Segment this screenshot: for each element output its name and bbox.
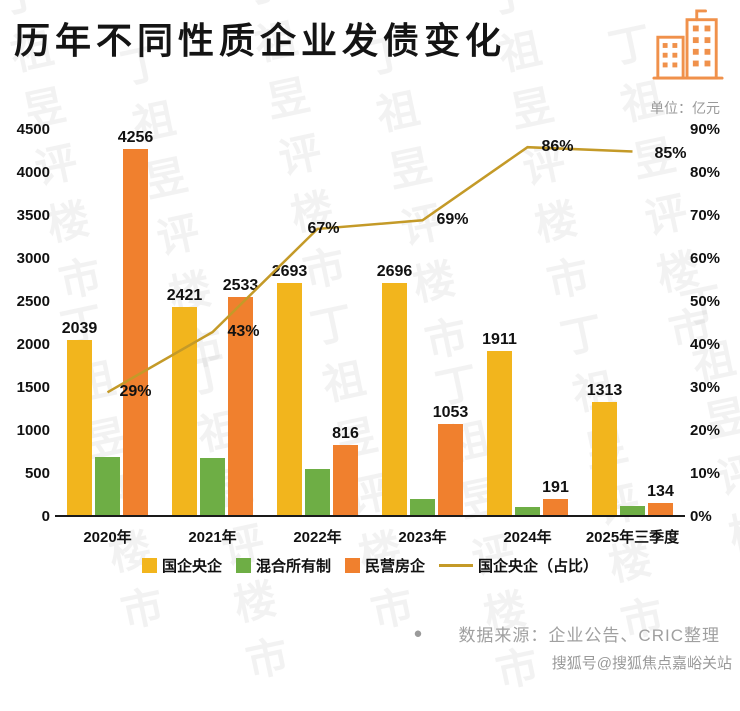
y-axis-left-tick: 0 [41, 508, 50, 525]
y-axis-left-tick: 3000 [16, 250, 50, 267]
y-axis-left-tick: 3500 [16, 207, 50, 224]
y-axis-left-tick: 2000 [16, 336, 50, 353]
x-axis-label: 2021年 [188, 529, 237, 546]
y-axis-right-tick: 40% [690, 336, 721, 353]
y-axis-right-tick: 30% [690, 379, 721, 396]
x-axis-label: 2024年 [503, 529, 552, 546]
bar-value-label: 2039 [61, 319, 98, 337]
bar-value-label: 1313 [586, 382, 623, 400]
bar-国企央企-2020年 [67, 339, 92, 515]
x-axis-label: 2020年 [83, 529, 132, 546]
bar-混合所有制-2025年三季度 [620, 505, 645, 515]
legend-swatch [141, 558, 157, 573]
y-axis-right-tick: 80% [690, 164, 721, 181]
y-axis-right-tick: 70% [690, 207, 721, 224]
bar-value-label: 1053 [432, 404, 469, 422]
y-axis-left-tick: 1500 [16, 379, 50, 396]
ratio-value-label: 29% [119, 383, 152, 401]
y-axis-right-tick: 50% [690, 293, 721, 310]
bar-混合所有制-2022年 [305, 469, 330, 515]
page-title: 历年不同性质企业发债变化 [14, 20, 507, 61]
y-axis-right-tick: 60% [690, 250, 721, 267]
y-axis-left-tick: 1000 [16, 422, 50, 439]
bar-民营房企-2023年 [438, 424, 463, 515]
sohu-watermark: 搜狐号@搜狐焦点嘉峪关站 [551, 655, 732, 672]
bar-民营房企-2022年 [333, 444, 358, 515]
bar-国企央企-2021年 [172, 306, 197, 515]
y-axis-left-tick: 500 [24, 465, 50, 482]
bar-value-label: 2693 [271, 263, 308, 281]
ratio-value-label: 86% [541, 138, 574, 156]
bar-混合所有制-2024年 [515, 506, 540, 515]
x-axis-label: 2023年 [398, 529, 447, 546]
bar-国企央企-2022年 [277, 283, 302, 515]
bar-国企央企-2023年 [382, 283, 407, 515]
ratio-line [106, 145, 633, 394]
bar-value-label: 2421 [166, 286, 203, 304]
legend-label: 民营房企 [365, 558, 426, 575]
legend-swatch [345, 558, 360, 573]
data-source: ● 数据来源：企业公告、CRIC整理 [413, 621, 720, 646]
ratio-value-label: 67% [307, 219, 340, 237]
bar-民营房企-2025年三季度 [648, 503, 673, 515]
bar-混合所有制-2021年 [200, 458, 225, 515]
ratio-value-label: 85% [654, 144, 687, 162]
bar-国企央企-2024年 [487, 350, 512, 515]
bar-value-label: 191 [542, 478, 569, 496]
bar-国企央企-2025年三季度 [592, 402, 617, 515]
unit-label: 单位：亿元 [650, 100, 720, 116]
legend-label: 国企央企 [161, 558, 222, 575]
bar-value-label: 2533 [222, 277, 259, 295]
ratio-value-label: 43% [227, 323, 260, 341]
y-axis-right-tick: 0% [690, 508, 712, 525]
bar-value-label: 2696 [376, 263, 413, 281]
bullet-icon: ● [413, 625, 423, 642]
legend-item-民营房企: 民营房企 [345, 555, 425, 576]
bar-value-label: 134 [647, 483, 674, 501]
legend-swatch [235, 558, 251, 573]
y-axis-right-tick: 10% [690, 465, 721, 482]
legend-line-swatch [439, 564, 474, 567]
legend-label: 混合所有制 [255, 558, 331, 575]
legend-item-混合所有制: 混合所有制 [235, 555, 331, 576]
bar-民营房企-2024年 [543, 498, 568, 515]
bar-value-label: 1911 [482, 330, 517, 348]
legend-item-line: 国企央企（占比） [439, 555, 598, 576]
x-axis-label: 2025年三季度 [585, 529, 680, 546]
bar-混合所有制-2020年 [95, 456, 120, 515]
y-axis-left-tick: 4500 [16, 121, 50, 138]
buildings-icon [652, 9, 724, 80]
bar-混合所有制-2023年 [410, 498, 435, 515]
bar-民营房企-2020年 [123, 148, 148, 515]
y-axis-left-tick: 2500 [16, 293, 50, 310]
legend-item-国企央企: 国企央企 [141, 555, 222, 576]
bar-value-label: 816 [332, 424, 359, 442]
y-axis-right-tick: 90% [690, 121, 721, 138]
chart-plot-area: 2039 2421 2693 2696 1911 1313 4256 2533 816 1053 1… [55, 128, 687, 517]
x-axis-label: 2022年 [293, 529, 342, 546]
legend-label: 国企央企（占比） [478, 558, 599, 575]
source-text: 数据来源：企业公告、CRIC整理 [458, 626, 720, 645]
chart-legend: 国企央企 混合所有制 民营房企 国企央企（占比） [0, 555, 740, 576]
y-axis-left-tick: 4000 [16, 164, 50, 181]
ratio-line-chart [106, 145, 633, 394]
y-axis-right-tick: 20% [690, 422, 721, 439]
ratio-value-label: 69% [436, 211, 469, 229]
bar-民营房企-2021年 [228, 297, 253, 515]
bar-value-label: 4256 [117, 128, 154, 146]
